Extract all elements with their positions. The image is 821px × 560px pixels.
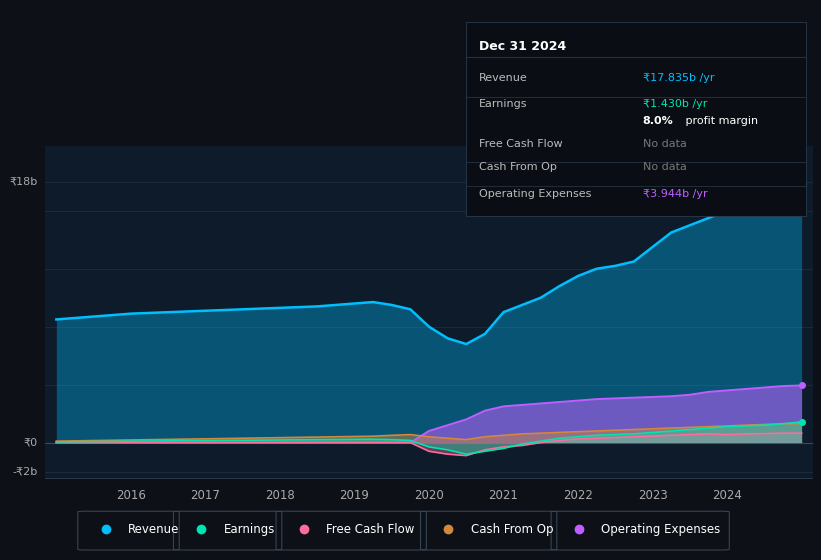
Text: Earnings: Earnings (479, 99, 528, 109)
Text: Operating Expenses: Operating Expenses (479, 189, 591, 199)
Text: Free Cash Flow: Free Cash Flow (479, 139, 562, 149)
Text: No data: No data (643, 162, 686, 172)
Text: ₹3.944b /yr: ₹3.944b /yr (643, 189, 708, 199)
Text: Operating Expenses: Operating Expenses (601, 523, 720, 536)
Text: ₹17.835b /yr: ₹17.835b /yr (643, 73, 714, 83)
Text: Free Cash Flow: Free Cash Flow (326, 523, 415, 536)
Text: ₹18b: ₹18b (9, 177, 38, 187)
Text: No data: No data (643, 139, 686, 149)
Text: Revenue: Revenue (479, 73, 528, 83)
Text: Revenue: Revenue (128, 523, 179, 536)
Text: Cash From Op: Cash From Op (470, 523, 553, 536)
Text: ₹0: ₹0 (23, 437, 38, 447)
Text: 8.0%: 8.0% (643, 116, 673, 126)
Text: -₹2b: -₹2b (12, 466, 38, 477)
Text: Earnings: Earnings (223, 523, 275, 536)
Text: Dec 31 2024: Dec 31 2024 (479, 40, 566, 53)
Text: ₹1.430b /yr: ₹1.430b /yr (643, 99, 707, 109)
Text: profit margin: profit margin (682, 116, 758, 126)
Text: Cash From Op: Cash From Op (479, 162, 557, 172)
